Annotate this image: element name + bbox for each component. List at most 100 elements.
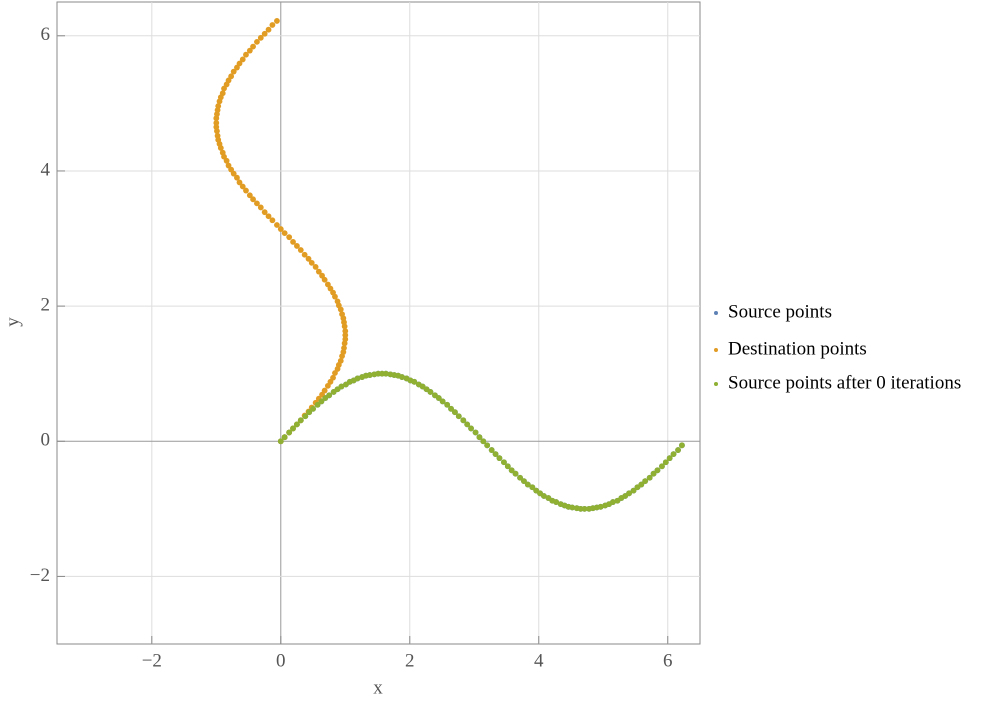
point xyxy=(234,174,240,181)
point xyxy=(444,401,451,408)
point xyxy=(290,425,296,432)
point xyxy=(294,243,300,249)
point xyxy=(342,328,349,335)
point xyxy=(654,467,661,474)
point xyxy=(650,470,657,477)
point xyxy=(512,470,519,477)
point xyxy=(281,434,288,441)
point xyxy=(250,196,256,203)
point xyxy=(480,438,487,445)
point xyxy=(308,259,315,266)
x-tick-label: 4 xyxy=(534,650,544,671)
point xyxy=(569,504,576,511)
point xyxy=(630,487,637,494)
point xyxy=(281,230,288,237)
point xyxy=(439,398,446,405)
point xyxy=(277,438,284,445)
point xyxy=(581,505,588,512)
legend-marker xyxy=(714,348,718,352)
point xyxy=(541,493,547,499)
point xyxy=(315,268,322,275)
point xyxy=(324,281,331,288)
y-tick-label: 2 xyxy=(41,294,51,315)
point xyxy=(517,474,523,481)
point xyxy=(662,459,669,466)
point xyxy=(337,357,344,364)
point xyxy=(301,251,308,258)
point xyxy=(342,336,349,343)
legend-marker xyxy=(714,311,718,315)
point xyxy=(228,73,235,80)
point xyxy=(504,463,511,470)
point xyxy=(290,239,296,245)
y-tick-label: −2 xyxy=(30,565,50,586)
point xyxy=(274,222,280,228)
point xyxy=(501,459,507,466)
point xyxy=(670,451,677,458)
point xyxy=(330,374,336,381)
point xyxy=(383,370,389,377)
point xyxy=(225,162,232,169)
point xyxy=(492,451,499,458)
point xyxy=(239,56,246,63)
point xyxy=(286,234,293,241)
point xyxy=(366,372,373,378)
point xyxy=(455,413,462,420)
point xyxy=(435,395,442,401)
legend-label: Destination points xyxy=(728,338,867,359)
point xyxy=(427,389,434,395)
point xyxy=(213,124,220,130)
x-tick-label: 6 xyxy=(663,650,673,671)
point xyxy=(597,503,604,510)
y-axis-label: y xyxy=(2,317,23,327)
legend-label: Source points after 0 iterations xyxy=(728,372,961,393)
legend-label: Source points xyxy=(728,301,832,322)
point xyxy=(219,149,226,156)
point xyxy=(399,374,405,380)
point xyxy=(626,490,632,497)
point xyxy=(265,213,272,220)
point xyxy=(230,68,237,75)
point xyxy=(239,183,246,190)
point xyxy=(319,272,325,279)
point xyxy=(261,30,268,37)
point xyxy=(675,447,681,453)
x-tick-label: 0 xyxy=(276,650,286,671)
point xyxy=(274,18,280,24)
point xyxy=(214,132,221,139)
plot-frame xyxy=(56,1,701,645)
point xyxy=(306,409,313,416)
point xyxy=(286,429,293,436)
x-tick-label: 2 xyxy=(405,650,415,671)
point xyxy=(236,179,243,186)
point xyxy=(213,120,220,126)
point xyxy=(254,38,260,45)
point xyxy=(659,463,665,470)
point xyxy=(277,226,284,232)
point xyxy=(243,187,249,194)
point xyxy=(265,26,272,33)
x-axis-label: x xyxy=(373,677,383,698)
point xyxy=(334,298,341,305)
y-tick-label: 4 xyxy=(41,159,51,180)
point xyxy=(310,405,316,412)
x-tick-label: −2 xyxy=(142,650,162,671)
point xyxy=(294,421,300,428)
point xyxy=(305,255,312,262)
point xyxy=(521,478,527,485)
point xyxy=(529,484,536,491)
point xyxy=(269,217,276,224)
point xyxy=(302,413,309,420)
point xyxy=(257,34,264,41)
point xyxy=(219,90,226,97)
legend-marker xyxy=(714,382,718,386)
point xyxy=(246,47,253,54)
point xyxy=(318,398,325,405)
point xyxy=(261,209,268,216)
point xyxy=(236,60,243,67)
point xyxy=(411,378,418,385)
point xyxy=(488,447,495,453)
point xyxy=(354,375,361,382)
point xyxy=(312,264,319,270)
